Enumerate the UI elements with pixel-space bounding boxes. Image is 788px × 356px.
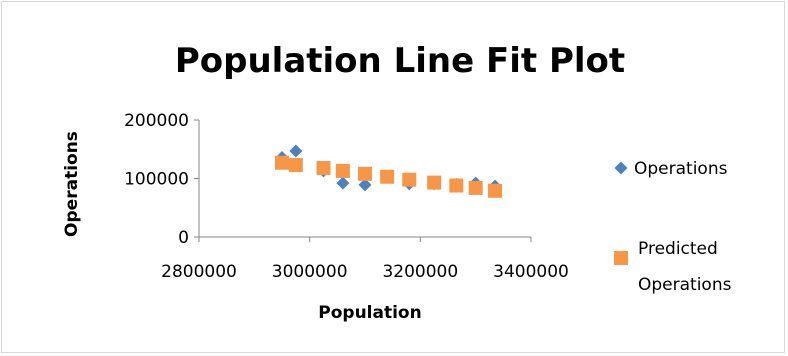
predicted-operations-point — [427, 175, 442, 190]
legend-operations-marker — [614, 161, 628, 175]
predicted-operations-point — [449, 178, 464, 193]
legend: Operations Predicted Operations — [614, 159, 732, 295]
predicted-operations-point — [488, 183, 503, 198]
legend-predicted-operations-label: Predicted Operations — [638, 239, 732, 295]
legend-predicted-operations-marker — [614, 251, 628, 265]
y-tick-label: 200000 — [124, 111, 189, 131]
y-tick-label: 100000 — [124, 170, 189, 190]
operations-point — [289, 144, 303, 158]
predicted-operations-point — [468, 180, 483, 195]
operations-point — [358, 178, 372, 192]
x-tick-label: 3200000 — [382, 262, 458, 282]
tick-labels: 0 100000 200000 2800000 3000000 3200000 340000… — [124, 111, 569, 282]
predicted-operations-point — [380, 169, 395, 184]
predicted-operations-point — [288, 158, 303, 173]
predicted-operations-point — [275, 155, 289, 170]
x-tick-label: 3000000 — [272, 262, 348, 282]
x-tick-label: 3400000 — [493, 262, 569, 282]
axes — [194, 119, 532, 242]
legend-operations-label: Operations — [634, 159, 728, 179]
y-axis-title: Operations — [62, 131, 82, 237]
operations-point — [336, 176, 350, 190]
predicted-operations-point — [402, 172, 417, 187]
x-axis-title: Population — [318, 303, 421, 323]
y-tick-label: 0 — [178, 228, 189, 248]
predicted-operations-point — [316, 160, 331, 175]
x-tick-label: 2800000 — [161, 262, 237, 282]
chart-title: Population Line Fit Plot — [175, 41, 625, 81]
data-points — [275, 144, 503, 198]
predicted-operations-point — [335, 163, 350, 178]
predicted-operations-point — [358, 166, 372, 181]
